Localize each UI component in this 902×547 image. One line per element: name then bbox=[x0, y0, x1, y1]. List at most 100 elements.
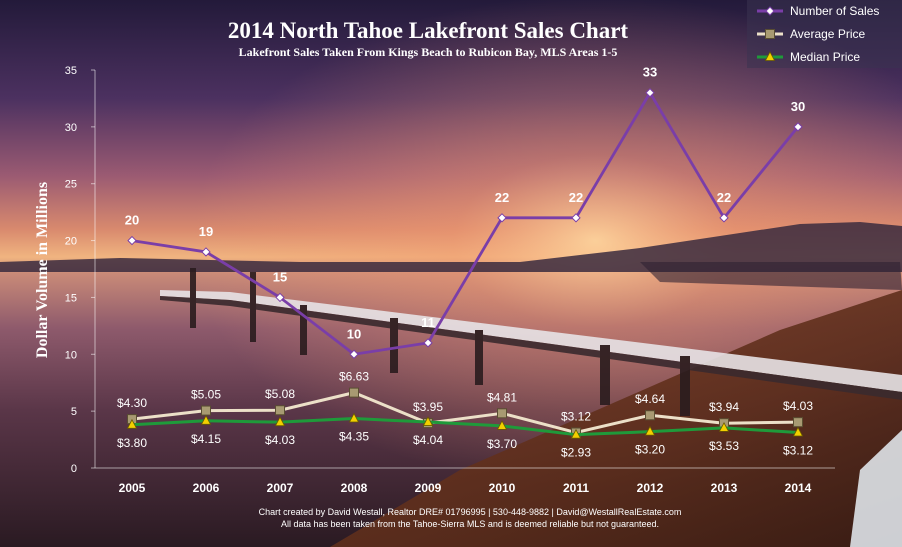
series-number-of-sales: 20 19 15 10 11 22 22 33 22 30 bbox=[125, 65, 805, 359]
data-label: $3.95 bbox=[413, 400, 443, 414]
data-label: $4.03 bbox=[783, 399, 813, 413]
data-label: $4.30 bbox=[117, 396, 147, 410]
data-label: $3.20 bbox=[635, 443, 665, 457]
data-point bbox=[349, 387, 359, 398]
data-point bbox=[201, 405, 211, 416]
legend-marker bbox=[765, 29, 775, 39]
data-point bbox=[793, 122, 803, 132]
y-tick-label: 15 bbox=[65, 292, 77, 304]
y-ticks: 0 5 10 15 20 25 30 35 bbox=[65, 65, 95, 475]
series-median-price: $3.80 $4.15 $4.03 $4.35 $4.04 $3.70 $2.93 $3.20… bbox=[117, 412, 813, 460]
y-tick-label: 0 bbox=[71, 463, 77, 475]
data-label: $4.03 bbox=[265, 433, 295, 447]
data-label: $2.93 bbox=[561, 446, 591, 460]
data-label: 10 bbox=[347, 326, 361, 341]
legend-marker bbox=[765, 6, 775, 16]
data-point bbox=[718, 422, 730, 432]
data-label: $4.64 bbox=[635, 392, 665, 406]
x-tick-label: 2012 bbox=[637, 481, 664, 495]
legend-label: Number of Sales bbox=[790, 4, 879, 18]
data-point bbox=[793, 417, 803, 428]
data-label: $6.63 bbox=[339, 370, 369, 384]
data-label: 19 bbox=[199, 224, 213, 239]
data-point bbox=[792, 426, 804, 437]
data-label: $4.15 bbox=[191, 432, 221, 446]
data-label: $4.04 bbox=[413, 433, 443, 447]
y-tick-label: 30 bbox=[65, 122, 77, 134]
series-line bbox=[131, 391, 799, 435]
x-tick-label: 2008 bbox=[341, 481, 368, 495]
x-ticks: 2005 2006 2007 2008 2009 2010 2011 2012 2013 2014 bbox=[119, 481, 812, 495]
x-tick-label: 2007 bbox=[267, 481, 294, 495]
data-label: 33 bbox=[643, 65, 657, 80]
footer-disclaimer: All data has been taken from the Tahoe-S… bbox=[281, 519, 659, 529]
chart-title: 2014 North Tahoe Lakefront Sales Chart bbox=[228, 18, 629, 43]
data-point bbox=[127, 235, 137, 246]
data-point bbox=[274, 416, 286, 427]
data-label: $3.94 bbox=[709, 400, 739, 414]
data-label: $4.81 bbox=[487, 390, 517, 404]
data-point bbox=[645, 88, 655, 98]
data-point bbox=[570, 428, 582, 439]
data-label: 22 bbox=[495, 190, 509, 205]
legend-items: Number of Sales Average Price Median Price bbox=[757, 4, 879, 64]
data-label: $5.08 bbox=[265, 387, 295, 401]
x-tick-label: 2010 bbox=[489, 481, 516, 495]
legend-label: Average Price bbox=[790, 27, 865, 41]
data-label: $3.12 bbox=[783, 444, 813, 458]
data-point bbox=[571, 213, 581, 223]
data-point bbox=[496, 420, 508, 430]
series-line bbox=[131, 91, 800, 356]
y-tick-label: 35 bbox=[65, 65, 77, 77]
data-label: 22 bbox=[569, 190, 583, 205]
data-label: 22 bbox=[717, 190, 731, 205]
legend: Number of Sales Average Price Median Price bbox=[747, 0, 902, 68]
data-label: $3.80 bbox=[117, 436, 147, 450]
y-tick-label: 25 bbox=[65, 179, 77, 191]
chart-subtitle: Lakefront Sales Taken From Kings Beach t… bbox=[239, 45, 618, 59]
data-point bbox=[275, 292, 285, 303]
x-tick-label: 2014 bbox=[785, 481, 812, 495]
data-label: $3.53 bbox=[709, 439, 739, 453]
data-point bbox=[126, 418, 138, 429]
x-tick-label: 2013 bbox=[711, 481, 738, 495]
data-point bbox=[644, 425, 656, 436]
x-tick-label: 2009 bbox=[415, 481, 442, 495]
pier bbox=[160, 268, 902, 416]
data-point bbox=[422, 416, 434, 426]
data-point bbox=[201, 247, 211, 257]
x-tick-label: 2006 bbox=[193, 481, 220, 495]
series-line bbox=[131, 417, 799, 437]
x-tick-label: 2005 bbox=[119, 481, 146, 495]
data-point bbox=[200, 414, 212, 425]
legend-marker bbox=[764, 51, 776, 61]
data-label: $3.12 bbox=[561, 410, 591, 424]
data-point bbox=[497, 408, 507, 419]
y-tick-label: 20 bbox=[65, 236, 77, 248]
data-label: $5.05 bbox=[191, 388, 221, 402]
legend-label: Median Price bbox=[790, 50, 860, 64]
data-point bbox=[275, 405, 285, 416]
data-label: $3.70 bbox=[487, 437, 517, 451]
data-label: 20 bbox=[125, 213, 139, 228]
data-point bbox=[645, 410, 655, 421]
data-point bbox=[349, 349, 359, 359]
y-tick-label: 10 bbox=[65, 349, 77, 361]
data-label: 30 bbox=[791, 99, 805, 114]
series-layer: 20 19 15 10 11 22 22 33 22 30 $4.30 $5.05 $5.08 $6.63… bbox=[117, 65, 813, 460]
x-tick-label: 2011 bbox=[563, 481, 589, 495]
data-label: 11 bbox=[421, 315, 435, 330]
y-tick-label: 5 bbox=[71, 406, 77, 418]
data-point bbox=[719, 213, 729, 223]
footer-credit: Chart created by David Westall, Realtor … bbox=[259, 507, 682, 517]
data-point bbox=[497, 213, 507, 223]
data-label: $4.35 bbox=[339, 430, 369, 444]
data-point bbox=[348, 412, 360, 423]
data-label: 15 bbox=[273, 269, 287, 284]
data-point bbox=[423, 338, 433, 348]
y-axis-label: Dollar Volume in Millions bbox=[34, 182, 51, 358]
series-average-price: $4.30 $5.05 $5.08 $6.63 $3.95 $4.81 $3.12 $4.64… bbox=[117, 370, 813, 438]
